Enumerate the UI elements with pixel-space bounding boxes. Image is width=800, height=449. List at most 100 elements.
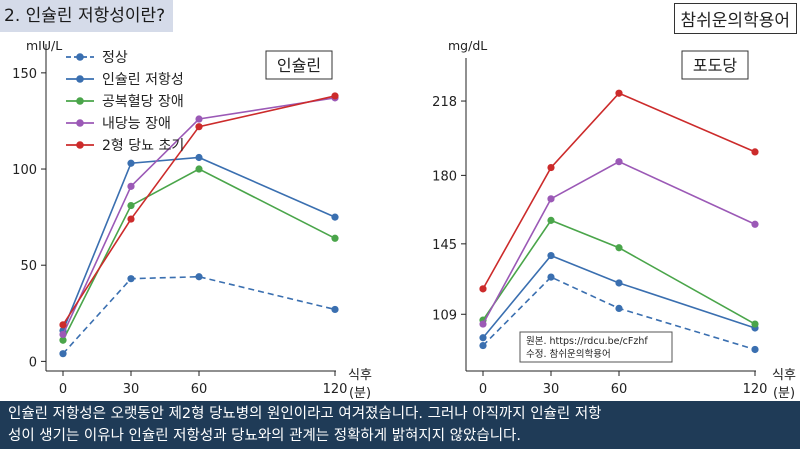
source-box: 원본. https://rdcu.be/cFzhf 수정. 참쉬운의학용어 [519, 331, 673, 363]
data-point [195, 165, 203, 173]
x-tick-label: 120 [323, 382, 348, 397]
y-tick-label: 50 [20, 259, 37, 274]
caption-bar: 인슐린 저항성은 오랫동안 제2형 당뇨병의 원인이라고 여겨졌습니다. 그러나… [0, 401, 800, 449]
data-point [195, 273, 203, 281]
data-point [331, 213, 339, 221]
channel-label: 참쉬운의학용어 [673, 3, 797, 34]
legend-entry: 2형 당뇨 초기 [102, 138, 184, 154]
chart-title: 인슐린 [277, 56, 321, 75]
x-tick-label: 30 [123, 382, 140, 397]
series-line [482, 254, 756, 339]
series-정상 [59, 273, 339, 358]
data-point [751, 345, 759, 354]
legend-swatch-point [76, 75, 84, 83]
data-point [127, 201, 135, 210]
data-point [547, 273, 555, 281]
data-point [479, 320, 487, 328]
legend-swatch-point [76, 53, 84, 61]
x-axis-unit-label: (분) [349, 386, 371, 401]
data-point [195, 123, 203, 131]
y-tick-label: 145 [432, 238, 457, 253]
chart-title-frame [681, 50, 749, 80]
x-axis-label: 식후 [348, 368, 372, 383]
data-point [615, 304, 623, 312]
glucose-chart: 109 145 180 218 0 30 60 120 mg/dL 식후 (분) 포도당 [432, 38, 796, 401]
data-point [59, 350, 67, 358]
data-point [615, 89, 623, 97]
series-line [482, 160, 756, 325]
legend-entry: 내당능 장애 [102, 116, 171, 132]
legend-entry: 정상 [102, 50, 128, 66]
legend-entry: 인슐린 저항성 [102, 72, 184, 88]
data-point [331, 234, 339, 242]
legend-entry: 공복혈당 장애 [102, 94, 184, 110]
y-axis-label: mIU/L [26, 38, 62, 53]
series-line [482, 219, 756, 325]
x-axis-unit-label: (분) [773, 386, 795, 401]
y-tick-label: 218 [432, 95, 457, 110]
series-정상 [479, 273, 759, 354]
data-point [479, 285, 487, 293]
slide-title: 2. 인슐린 저항성이란? [0, 0, 174, 32]
series-2형 당뇨 초기 [479, 89, 759, 293]
source-line-modified: 수정. 참쉬운의학용어 [526, 349, 611, 360]
data-point [59, 321, 67, 329]
data-point [547, 163, 555, 172]
caption-line-2: 성이 생기는 이유나 인슐린 저항성과 당뇨와의 관계는 정확하게 밝혀지지 않… [8, 428, 521, 444]
x-tick-label: 120 [743, 382, 768, 397]
source-line-original: 원본. https://rdcu.be/cFzhf [526, 336, 648, 347]
series-line [62, 275, 336, 355]
x-axis-label: 식후 [772, 368, 796, 383]
data-point [547, 251, 555, 260]
x-tick-label: 30 [543, 382, 560, 397]
legend-swatch-point [76, 97, 84, 105]
series-공복혈당 장애 [479, 216, 759, 328]
series-line [482, 276, 756, 351]
chart-title-box: 인슐린 [265, 50, 333, 80]
x-tick-label: 0 [479, 382, 487, 397]
data-point [547, 195, 555, 203]
data-point [127, 159, 135, 167]
data-point [59, 330, 67, 339]
chart-title-box: 포도당 [681, 50, 749, 80]
data-point [615, 244, 623, 252]
data-point [751, 148, 759, 156]
series-line [62, 97, 336, 335]
data-point [59, 336, 67, 344]
data-point [615, 158, 623, 166]
y-tick-label: 0 [29, 355, 37, 370]
chart-title: 포도당 [693, 56, 737, 75]
chart-title-frame [265, 50, 333, 80]
data-point [127, 275, 135, 283]
y-tick-label: 150 [12, 67, 37, 82]
series-인슐린 저항성 [59, 153, 339, 335]
x-tick-label: 0 [59, 382, 67, 397]
data-point [615, 279, 623, 287]
data-point [751, 220, 759, 228]
series-내당능 장애 [479, 158, 759, 328]
y-tick-label: 109 [432, 308, 457, 323]
y-axis-label: mg/dL [448, 38, 487, 53]
y-tick-label: 180 [432, 169, 457, 184]
series-2형 당뇨 초기 [59, 92, 339, 329]
data-point [751, 320, 759, 328]
data-point [195, 115, 203, 123]
series-line [482, 92, 756, 290]
series-공복혈당 장애 [59, 165, 339, 344]
data-point [127, 182, 135, 190]
x-tick-label: 60 [191, 382, 208, 397]
legend-swatch-point [76, 141, 84, 149]
caption-line-1: 인슐린 저항성은 오랫동안 제2형 당뇨병의 원인이라고 여겨졌습니다. 그러나… [8, 406, 602, 422]
data-point [127, 215, 135, 223]
data-point [479, 334, 487, 342]
data-point [547, 216, 555, 224]
series-line [62, 168, 336, 341]
series-내당능 장애 [59, 94, 339, 339]
series-line [62, 95, 336, 326]
data-point [331, 305, 339, 314]
series-line [62, 156, 336, 331]
x-tick-label: 60 [611, 382, 628, 397]
